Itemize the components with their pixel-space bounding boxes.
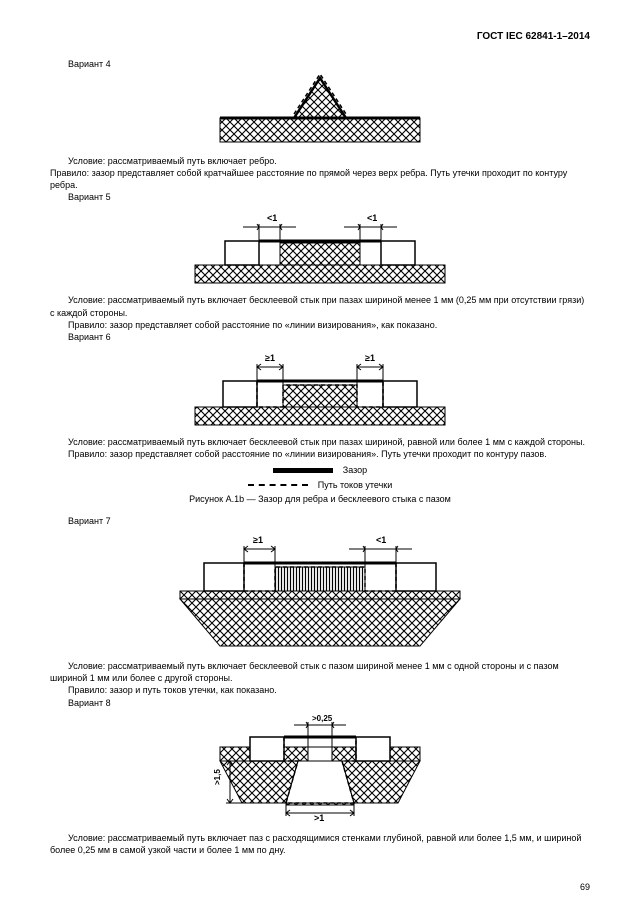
dim-ge1-left: ≥1 — [265, 353, 275, 363]
dim-gt025: >0,25 — [312, 714, 333, 723]
v5-cond: Условие: рассматриваемый путь включает б… — [50, 294, 590, 318]
dim-ge1-right: ≥1 — [365, 353, 375, 363]
legend-leak-label: Путь токов утечки — [318, 479, 393, 491]
legend: Зазор Путь токов утечки — [50, 464, 590, 490]
v4-cond: Условие: рассматриваемый путь включает р… — [50, 155, 590, 167]
figure-variant6: ≥1 ≥1 — [50, 347, 590, 430]
legend-solid-icon — [273, 468, 333, 473]
figure-variant4 — [50, 74, 590, 149]
legend-gap-label: Зазор — [343, 464, 367, 476]
doc-header: ГОСТ IEC 62841-1–2014 — [50, 30, 590, 44]
v5-rule: Правило: зазор представляет собой рассто… — [50, 319, 590, 331]
dim-lt1-right: <1 — [367, 213, 377, 223]
variant5-label: Вариант 5 — [50, 191, 590, 203]
variant6-label: Вариант 6 — [50, 331, 590, 343]
figure-variant8: >0,25 >1 >1,5 — [50, 713, 590, 826]
dim-lt1-v7: <1 — [376, 535, 386, 545]
dim-gt15: >1,5 — [213, 768, 222, 784]
caption-a1b: Рисунок A.1b — Зазор для ребра и бесклее… — [50, 493, 590, 505]
page: ГОСТ IEC 62841-1–2014 Вариант 4 — [0, 0, 630, 913]
v8-cond: Условие: рассматриваемый путь включает п… — [50, 832, 590, 856]
variant8-label: Вариант 8 — [50, 697, 590, 709]
variant7-label: Вариант 7 — [50, 515, 590, 527]
legend-dashed-icon — [248, 484, 308, 486]
page-number: 69 — [580, 881, 590, 893]
v7-rule: Правило: зазор и путь токов утечки, как … — [50, 684, 590, 696]
figure-variant5: <1 <1 — [50, 207, 590, 288]
dim-lt1-left: <1 — [267, 213, 277, 223]
variant4-label: Вариант 4 — [50, 58, 590, 70]
v6-rule: Правило: зазор представляет собой рассто… — [50, 448, 590, 460]
dim-gt1: >1 — [314, 813, 324, 823]
v7-cond: Условие: рассматриваемый путь включает б… — [50, 660, 590, 684]
figure-variant7: ≥1 <1 — [50, 531, 590, 654]
v6-cond: Условие: рассматриваемый путь включает б… — [50, 436, 590, 448]
dim-ge1-v7: ≥1 — [253, 535, 263, 545]
v4-rule: Правило: зазор представляет собой кратча… — [50, 167, 590, 191]
